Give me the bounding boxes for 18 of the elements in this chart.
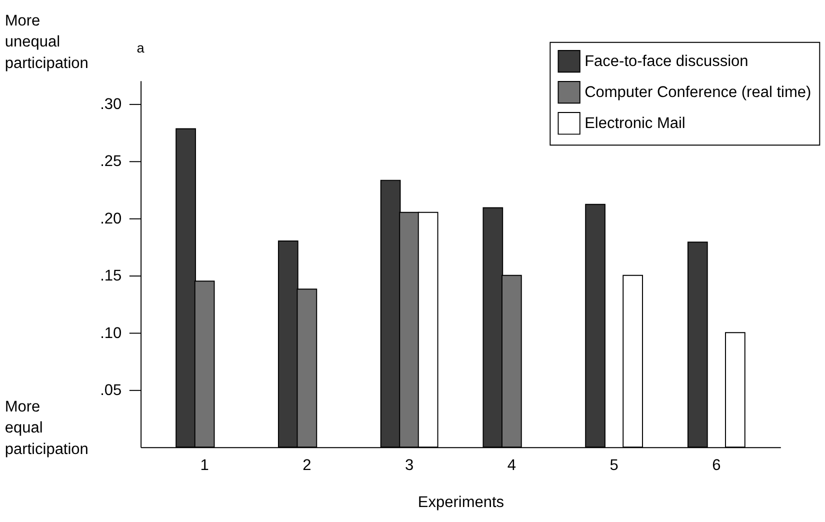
x-tick-label: 3: [404, 456, 414, 474]
legend-label: Computer Conference (real time): [584, 84, 812, 102]
y-tick-label: .05: [100, 382, 122, 400]
legend-label: Face-to-face discussion: [584, 53, 748, 70]
x-tick-label: 1: [200, 456, 209, 474]
y-tick-label: .10: [100, 324, 122, 342]
y-tick-label: .25: [100, 153, 122, 170]
x-tick-label: 4: [507, 456, 516, 474]
text: More unequal participationa: [4, 12, 144, 72]
legend-label: Electronic Mail: [584, 115, 686, 132]
y-tick-label: .20: [100, 210, 122, 228]
x-axis-title: Experiments: [418, 494, 504, 511]
x-tick-label: 6: [712, 456, 721, 474]
y-tick-label: .30: [100, 96, 122, 113]
x-tick-label: 5: [610, 456, 618, 474]
y-tick-label: .15: [100, 268, 122, 285]
x-tick-label: 2: [302, 456, 312, 474]
text: More equal participation: [4, 398, 88, 458]
